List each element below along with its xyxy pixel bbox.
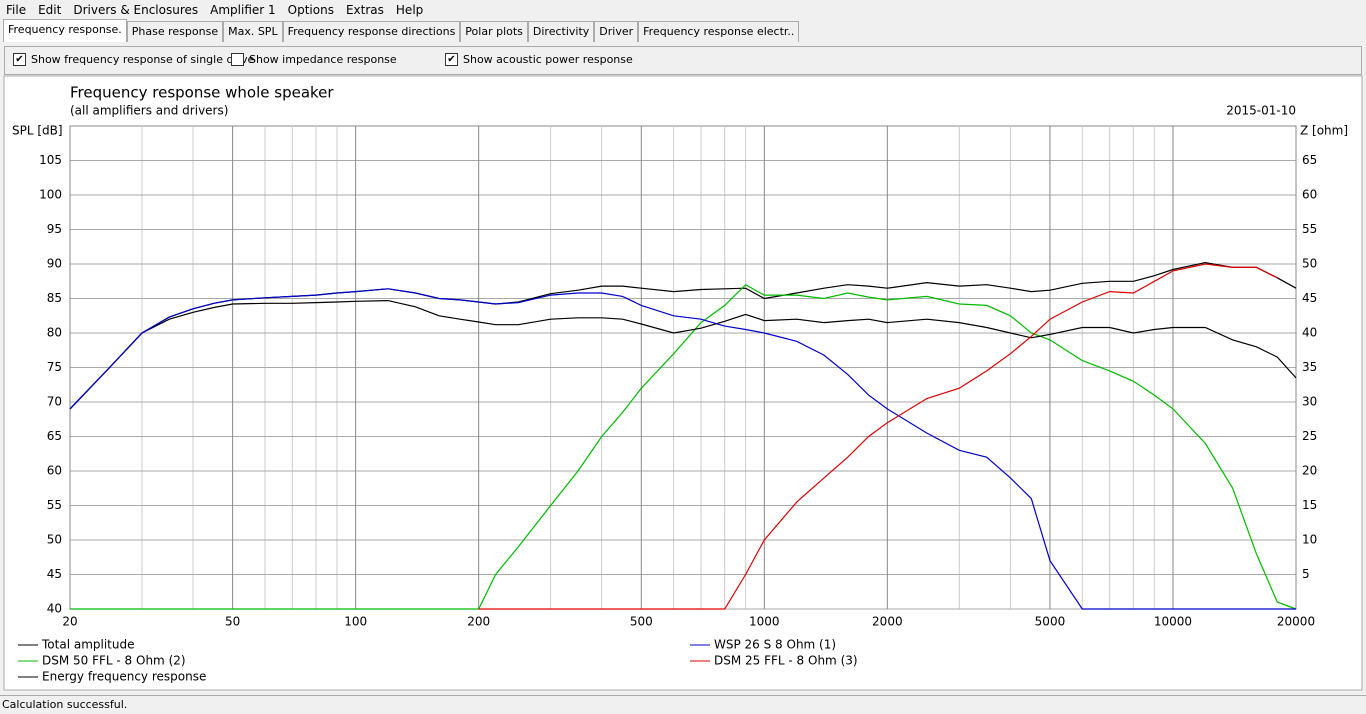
legend-label: DSM 25 FFL - 8 Ohm (3): [714, 654, 858, 668]
series-line: [69, 288, 1296, 610]
checkbox[interactable]: ✔ Show acoustic power response: [445, 53, 633, 66]
x-tick-label: 20: [62, 615, 77, 629]
checkbox-label: Show impedance response: [249, 53, 397, 66]
x-tick-label: 200: [467, 615, 490, 629]
menu-item[interactable]: Amplifier 1: [210, 3, 276, 17]
y-tick-label: 75: [47, 360, 62, 374]
checkbox[interactable]: ✔ Show frequency response of single drive: [13, 53, 254, 66]
y-tick-label: 55: [47, 498, 62, 512]
chart: Frequency response whole speaker (all am…: [3, 75, 1363, 691]
y-tick-label: 105: [39, 153, 62, 167]
y2-axis-label: Z [ohm]: [1300, 124, 1348, 138]
x-tick-label: 500: [630, 615, 653, 629]
menu-item[interactable]: Help: [395, 3, 424, 17]
y2-tick-label: 25: [1302, 429, 1317, 443]
y-tick-label: 90: [47, 257, 62, 271]
checkbox-box[interactable]: ✔: [13, 53, 26, 66]
legend-label: Total amplitude: [41, 638, 134, 652]
series-line: [478, 263, 1278, 610]
x-tick-label: 20000: [1277, 615, 1315, 629]
y-tick-label: 85: [47, 291, 62, 305]
chart-subtitle: (all amplifiers and drivers): [70, 104, 228, 118]
menu-item[interactable]: Extras: [345, 3, 384, 17]
chart-date: 2015-01-10: [1226, 104, 1296, 118]
tab[interactable]: Max. SPL: [223, 21, 283, 42]
y2-tick-label: 35: [1302, 360, 1317, 374]
y2-tick-label: 40: [1302, 326, 1317, 340]
chart-title: Frequency response whole speaker: [70, 84, 334, 102]
legend-label: WSP 26 S 8 Ohm (1): [714, 638, 836, 652]
series-line: [69, 299, 1297, 410]
tab[interactable]: Frequency response electr..: [638, 21, 800, 42]
checkbox[interactable]: Show impedance response: [231, 53, 397, 66]
y-tick-label: 70: [47, 395, 62, 409]
y2-tick-label: 10: [1302, 533, 1317, 547]
x-tick-label: 50: [225, 615, 240, 629]
checkbox-label: Show acoustic power response: [463, 53, 633, 66]
y2-tick-label: 5: [1302, 567, 1310, 581]
y-tick-label: 65: [47, 429, 62, 443]
y2-tick-label: 15: [1302, 498, 1317, 512]
y-tick-label: 45: [47, 567, 62, 581]
checkbox-label: Show frequency response of single drive: [31, 53, 255, 66]
series-line: [70, 283, 1297, 610]
legend-label: DSM 50 FFL - 8 Ohm (2): [42, 654, 186, 668]
y-tick-label: 50: [47, 533, 62, 547]
options-panel: ✔ Show frequency response of single drive…: [4, 46, 1362, 75]
tab[interactable]: Driver: [594, 21, 639, 42]
tab[interactable]: Frequency response.: [3, 19, 127, 42]
x-tick-label: 100: [344, 615, 367, 629]
x-tick-label: 5000: [1035, 615, 1066, 629]
y2-tick-label: 45: [1302, 291, 1317, 305]
y-tick-label: 95: [47, 222, 62, 236]
y2-tick-label: 30: [1302, 395, 1317, 409]
x-tick-label: 1000: [749, 615, 780, 629]
tab[interactable]: Directivity: [527, 21, 595, 42]
legend-label: Energy frequency response: [42, 670, 206, 684]
y-tick-label: 100: [39, 188, 62, 202]
y2-tick-label: 20: [1302, 464, 1317, 478]
menu-item[interactable]: Drivers & Enclosures: [73, 3, 199, 17]
x-tick-label: 2000: [872, 615, 903, 629]
y-tick-label: 40: [47, 602, 62, 616]
tab-bar: Frequency response. Phase response Max. SP…: [3, 19, 800, 42]
menu-item[interactable]: Edit: [38, 3, 62, 17]
y2-tick-label: 50: [1302, 257, 1317, 271]
y-axis-label: SPL [dB]: [12, 124, 63, 138]
x-tick-label: 10000: [1154, 615, 1192, 629]
checkbox-box[interactable]: ✔: [445, 53, 458, 66]
y-tick-label: 80: [47, 326, 62, 340]
menu-item[interactable]: File: [6, 3, 27, 17]
tab[interactable]: Frequency response directions: [282, 21, 461, 42]
menu-item[interactable]: Options: [287, 3, 334, 17]
status-bar: Calculation successful.: [0, 695, 1366, 714]
tab[interactable]: Phase response: [126, 21, 224, 42]
y-tick-label: 60: [47, 464, 62, 478]
tab[interactable]: Polar plots: [460, 21, 528, 42]
y2-tick-label: 60: [1302, 188, 1317, 202]
y2-tick-label: 65: [1302, 153, 1317, 167]
checkbox-box[interactable]: [231, 53, 244, 66]
y2-tick-label: 55: [1302, 222, 1317, 236]
menu-bar: File Edit Drivers & Enclosures Amplifier 1 O…: [0, 0, 1366, 20]
